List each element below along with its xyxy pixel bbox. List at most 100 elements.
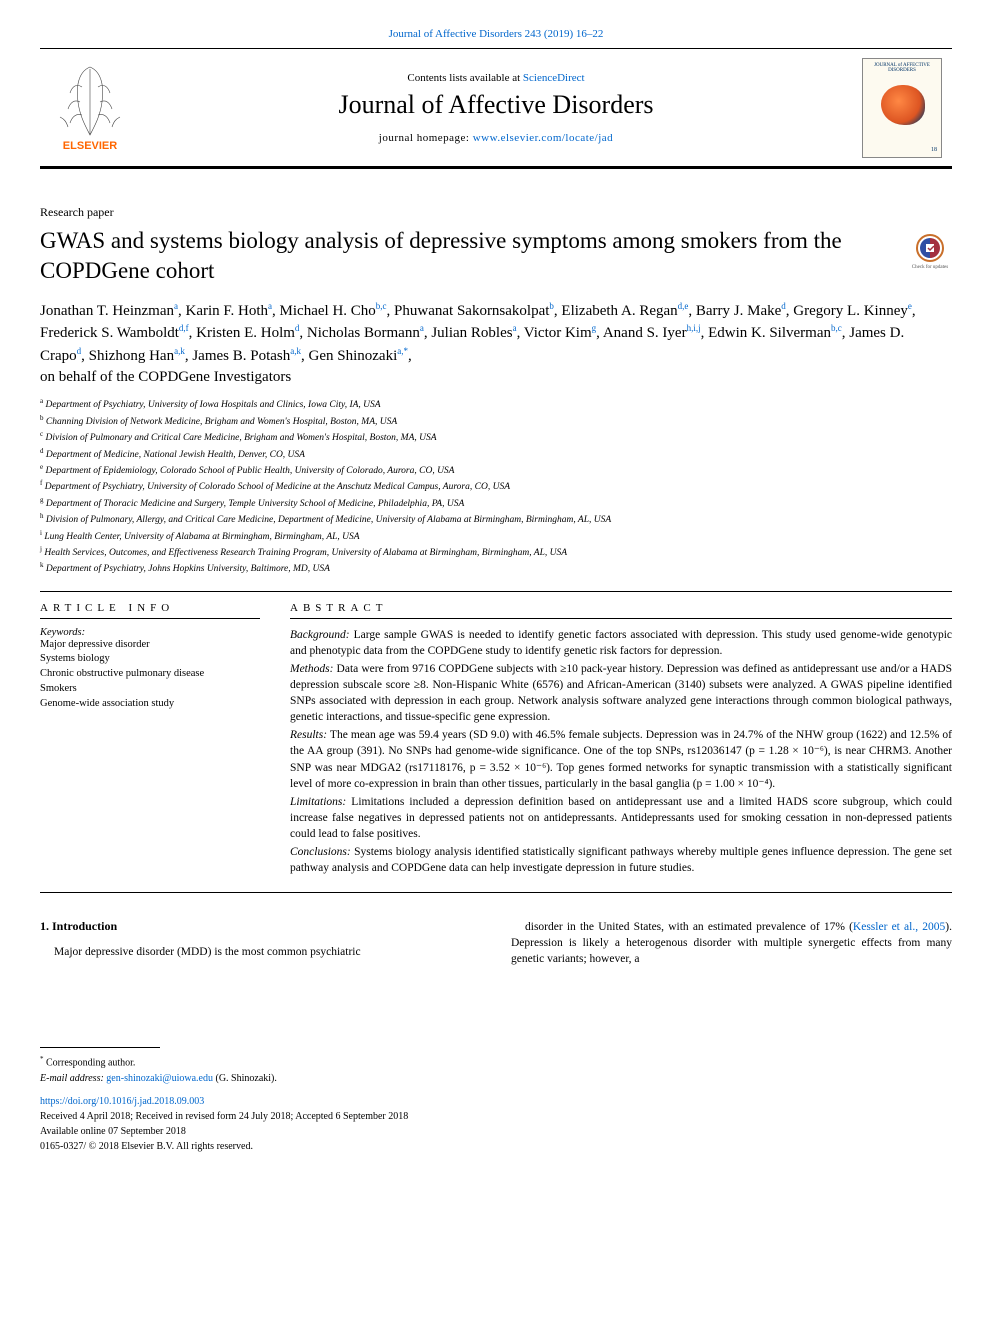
author: , Kristen E. Holm <box>189 325 295 341</box>
intro-right-col: disorder in the United States, with an e… <box>511 919 952 967</box>
abstract-column: ABSTRACT Background: Large sample GWAS i… <box>290 602 952 878</box>
affiliation: g Department of Thoracic Medicine and Su… <box>40 495 952 511</box>
investigators-line: on behalf of the COPDGene Investigators <box>40 369 952 386</box>
article-info-column: ARTICLE INFO Keywords: Major depressive … <box>40 602 260 878</box>
doi-link[interactable]: https://doi.org/10.1016/j.jad.2018.09.00… <box>40 1096 204 1107</box>
intro-right-text: disorder in the United States, with an e… <box>511 919 952 967</box>
journal-title: Journal of Affective Disorders <box>140 90 852 120</box>
keywords-list: Major depressive disorderSystems biology… <box>40 638 260 711</box>
contents-line: Contents lists available at ScienceDirec… <box>140 72 852 84</box>
affil-ref[interactable]: a,* <box>397 346 408 356</box>
author: , Anand S. Iyer <box>596 325 686 341</box>
publisher-logo-cell: ELSEVIER <box>40 49 140 166</box>
affil-ref[interactable]: b,c <box>831 323 842 333</box>
affiliation: b Channing Division of Network Medicine,… <box>40 413 952 429</box>
affil-ref[interactable]: d,e <box>678 301 689 311</box>
banner-center: Contents lists available at ScienceDirec… <box>140 64 852 152</box>
cover-heading: JOURNAL of AFFECTIVE DISORDERS <box>867 63 937 73</box>
affil-ref[interactable]: d,f <box>179 323 189 333</box>
email-suffix: (G. Shinozaki). <box>213 1073 277 1084</box>
kessler-citation-link[interactable]: Kessler et al., 2005 <box>853 921 945 933</box>
author: , Karin F. Hoth <box>178 303 268 319</box>
copyright-line: 0165-0327/ © 2018 Elsevier B.V. All righ… <box>40 1139 952 1154</box>
footnotes: * Corresponding author. E-mail address: … <box>0 1047 992 1173</box>
journal-citation: Journal of Affective Disorders 243 (2019… <box>0 0 992 48</box>
intro-right-prefix: disorder in the United States, with an e… <box>525 921 853 933</box>
author: , Edwin K. Silverman <box>701 325 831 341</box>
author: , Gen Shinozaki <box>301 348 397 364</box>
footnote-rule <box>40 1047 160 1048</box>
journal-banner: ELSEVIER Contents lists available at Sci… <box>40 48 952 169</box>
check-updates-badge[interactable]: Check for updates <box>908 230 952 274</box>
author: Jonathan T. Heinzman <box>40 303 174 319</box>
cover-cell: JOURNAL of AFFECTIVE DISORDERS 18 <box>852 50 952 166</box>
keyword: Major depressive disorder <box>40 638 260 653</box>
elsevier-text: ELSEVIER <box>63 140 117 152</box>
corresponding-author: * Corresponding author. <box>40 1054 952 1070</box>
affiliation: c Division of Pulmonary and Critical Car… <box>40 429 952 445</box>
intro-left-text: Major depressive disorder (MDD) is the m… <box>40 944 481 960</box>
contents-prefix: Contents lists available at <box>407 72 522 84</box>
affiliation: e Department of Epidemiology, Colorado S… <box>40 462 952 478</box>
divider <box>40 892 952 893</box>
author: , Michael H. Cho <box>272 303 376 319</box>
affiliations-list: a Department of Psychiatry, University o… <box>40 396 952 576</box>
affiliation: a Department of Psychiatry, University o… <box>40 396 952 412</box>
keyword: Smokers <box>40 682 260 697</box>
home-prefix: journal homepage: <box>379 132 473 144</box>
affiliation: d Department of Medicine, National Jewis… <box>40 446 952 462</box>
journal-homepage: journal homepage: www.elsevier.com/locat… <box>140 132 852 144</box>
keywords-heading: Keywords: <box>40 627 260 638</box>
author: , Phuwanat Sakornsakolpat <box>387 303 550 319</box>
received-line: Received 4 April 2018; Received in revis… <box>40 1109 952 1124</box>
affil-ref[interactable]: b,c <box>376 301 387 311</box>
intro-left-col: 1. Introduction Major depressive disorde… <box>40 919 481 967</box>
keyword: Genome-wide association study <box>40 697 260 712</box>
corr-text: Corresponding author. <box>44 1058 136 1069</box>
email-label: E-mail address: <box>40 1073 106 1084</box>
abstract-para: Methods: Data were from 9716 COPDGene su… <box>290 661 952 725</box>
affil-ref[interactable]: a,k <box>290 346 301 356</box>
intro-heading: 1. Introduction <box>40 919 481 934</box>
authors-list: Jonathan T. Heinzmana, Karin F. Hotha, M… <box>40 300 952 368</box>
journal-cover-thumb: JOURNAL of AFFECTIVE DISORDERS 18 <box>862 58 942 158</box>
affiliation: f Department of Psychiatry, University o… <box>40 478 952 494</box>
journal-home-link[interactable]: www.elsevier.com/locate/jad <box>473 132 613 144</box>
affil-ref[interactable]: a,k <box>174 346 185 356</box>
cover-year: 18 <box>931 147 937 153</box>
sciencedirect-link[interactable]: ScienceDirect <box>523 72 585 84</box>
affiliation: j Health Services, Outcomes, and Effecti… <box>40 544 952 560</box>
email-line: E-mail address: gen-shinozaki@uiowa.edu … <box>40 1071 952 1086</box>
corr-email-link[interactable]: gen-shinozaki@uiowa.edu <box>106 1073 213 1084</box>
author: , James B. Potash <box>185 348 290 364</box>
author: , Shizhong Han <box>81 348 174 364</box>
affiliation: h Division of Pulmonary, Allergy, and Cr… <box>40 511 952 527</box>
abstract-label: ABSTRACT <box>290 602 952 614</box>
paper-type: Research paper <box>40 205 952 220</box>
author: , Barry J. Make <box>688 303 781 319</box>
abstract-para: Background: Large sample GWAS is needed … <box>290 627 952 659</box>
article-info-label: ARTICLE INFO <box>40 602 260 614</box>
abstract-para: Conclusions: Systems biology analysis id… <box>290 844 952 876</box>
intro-columns: 1. Introduction Major depressive disorde… <box>40 919 952 967</box>
abstract-para: Results: The mean age was 59.4 years (SD… <box>290 727 952 791</box>
cover-brain-icon <box>881 85 925 125</box>
affil-ref[interactable]: h,i,j <box>687 323 701 333</box>
abstract-body: Background: Large sample GWAS is needed … <box>290 627 952 876</box>
author: , Julian Robles <box>424 325 513 341</box>
online-line: Available online 07 September 2018 <box>40 1124 952 1139</box>
author: , Victor Kim <box>517 325 592 341</box>
keyword: Chronic obstructive pulmonary disease <box>40 667 260 682</box>
keyword: Systems biology <box>40 652 260 667</box>
author: , Elizabeth A. Regan <box>554 303 678 319</box>
author: , Nicholas Bormann <box>299 325 419 341</box>
divider <box>40 591 952 592</box>
elsevier-logo: ELSEVIER <box>48 57 132 153</box>
paper-title: GWAS and systems biology analysis of dep… <box>40 226 896 286</box>
journal-citation-link[interactable]: Journal of Affective Disorders 243 (2019… <box>389 28 604 40</box>
affiliation: k Department of Psychiatry, Johns Hopkin… <box>40 560 952 576</box>
svg-text:Check for updates: Check for updates <box>912 265 948 270</box>
author: , Gregory L. Kinney <box>786 303 908 319</box>
abstract-para: Limitations: Limitations included a depr… <box>290 794 952 842</box>
affiliation: i Lung Health Center, University of Alab… <box>40 528 952 544</box>
